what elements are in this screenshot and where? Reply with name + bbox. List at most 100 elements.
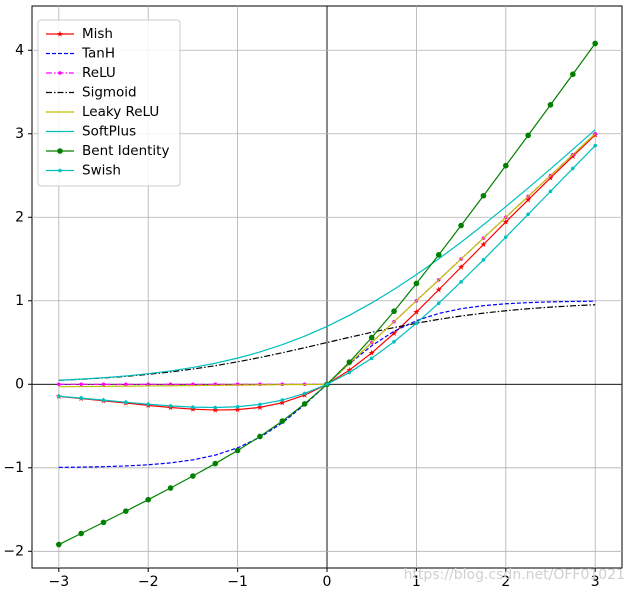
x-tick-label: 3 [591,574,600,590]
marker [525,196,532,203]
marker [548,189,553,194]
marker [435,252,442,258]
marker [480,192,487,199]
marker [146,402,151,406]
marker [79,382,83,387]
legend-label: SoftPlus [82,124,136,140]
marker [258,402,262,407]
x-tick-label: 0 [323,574,332,590]
marker [212,460,219,467]
marker [213,405,218,410]
marker [570,71,576,78]
marker [212,406,219,413]
marker [571,166,575,171]
marker [302,391,307,396]
marker [56,30,64,37]
y-tick-label: 1 [15,293,24,309]
marker [57,148,63,154]
marker [414,321,419,326]
y-tick-label: 4 [15,42,24,58]
marker [325,382,329,387]
x-tick-label: −1 [227,574,248,590]
marker [235,404,240,409]
marker [458,263,465,270]
marker [502,162,509,169]
marker [346,366,353,373]
marker [78,530,84,537]
legend-label: Sigmoid [82,85,137,101]
series-line [58,304,596,381]
grid: −3 −2 −1 0 1 2 3 −2 −1 0 1 2 3 4 [3,6,622,590]
marker [391,330,398,336]
marker [502,218,509,225]
legend-label: Leaky ReLU [82,104,159,120]
marker [123,508,129,514]
marker [369,356,374,361]
marker [526,212,530,217]
marker [458,222,464,229]
marker [124,382,128,387]
marker [368,334,375,341]
y-tick-label: −2 [3,543,24,559]
legend-label: Swish [82,163,121,179]
marker [280,398,285,402]
marker [436,301,441,305]
legend-label: TanH [81,46,115,62]
marker [168,404,173,408]
y-tick-label: 0 [15,376,24,392]
marker [258,382,262,387]
marker [525,132,531,139]
marker [234,447,241,454]
marker [301,401,308,407]
marker [480,241,487,248]
marker [234,406,241,413]
y-tick-label: −1 [3,460,24,476]
marker [58,71,62,75]
x-tick-label: 1 [412,574,421,590]
marker [593,143,597,148]
marker [57,382,61,387]
marker [145,496,152,503]
marker [592,40,598,47]
marker [435,286,442,293]
marker [279,399,286,406]
marker [256,404,263,410]
legend-label: ReLU [82,65,116,81]
watermark: https://blog.csdn.net/OFF01021 [404,567,625,583]
y-tick-label: 3 [15,126,24,142]
marker [413,280,420,287]
marker [391,308,397,315]
marker [58,168,62,173]
y-tick-label: 2 [15,209,24,225]
legend-frame [37,19,181,187]
marker [56,541,62,548]
series-line [58,129,596,381]
marker [101,382,106,387]
x-tick-label: −2 [138,574,159,590]
plot [55,40,599,548]
marker [547,102,554,108]
marker [459,280,463,284]
marker [124,400,128,404]
marker [190,473,196,479]
marker [347,370,352,375]
marker [413,308,420,315]
x-tick-label: −3 [48,574,69,590]
marker [346,359,353,365]
marker [503,235,508,239]
legend-label: Bent Identity [82,143,169,159]
marker [146,382,151,387]
marker [547,174,554,181]
marker [191,405,195,409]
legend: Mish TanH ReLU Sigmoid Leaky ReLU SoftPlus Ben… [37,19,181,187]
marker [57,394,61,398]
marker [167,485,174,491]
marker [392,339,396,344]
legend-label: Mish [82,26,113,42]
marker [101,398,106,402]
marker [100,519,107,526]
marker [79,396,83,400]
marker [481,257,486,262]
x-tick-label: 2 [501,574,510,590]
